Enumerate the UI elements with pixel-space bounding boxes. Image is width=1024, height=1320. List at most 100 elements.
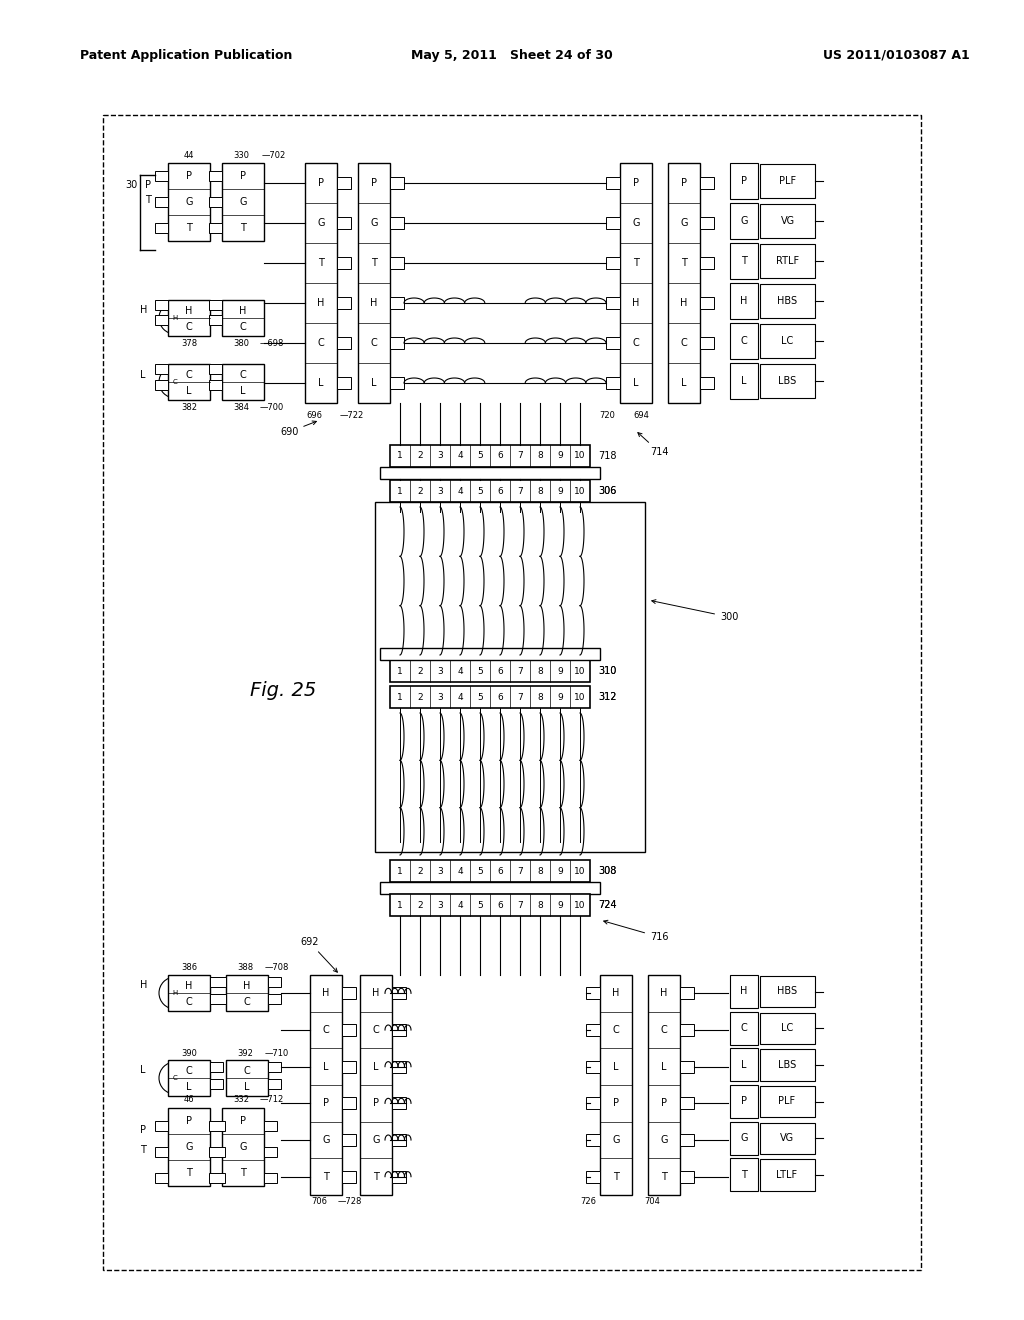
Bar [586,1061,600,1073]
Bar [760,1049,815,1081]
Text: 332: 332 [233,1096,249,1105]
Bar [680,987,694,999]
Text: L: L [186,1082,191,1092]
Bar [337,337,351,348]
Text: C: C [740,1023,748,1034]
Text: T: T [323,1172,329,1181]
Bar [760,975,815,1007]
Text: H: H [371,298,378,308]
Bar [268,1063,281,1072]
Bar [337,257,351,269]
Text: L: L [140,1065,145,1074]
Text: G: G [240,1142,247,1152]
Text: 9: 9 [557,487,563,495]
Text: 10: 10 [574,667,586,676]
Text: C: C [633,338,639,348]
Bar [380,882,600,894]
Bar [648,975,680,1195]
Text: G: G [680,218,688,228]
Text: H: H [172,315,177,321]
Bar [730,243,758,279]
Bar [390,660,590,682]
Bar [390,480,590,502]
Bar [390,177,404,189]
Bar [155,380,168,389]
Text: C: C [244,997,251,1007]
Bar [268,1078,281,1089]
Text: L: L [741,376,746,385]
Text: 10: 10 [574,487,586,495]
Text: 5: 5 [477,667,483,676]
Bar [680,1134,694,1146]
Text: C: C [244,1067,251,1076]
Bar [700,378,714,389]
Bar [209,197,222,207]
Text: L: L [140,370,145,380]
Bar [209,315,222,325]
Text: C: C [173,1074,177,1081]
Text: May 5, 2011   Sheet 24 of 30: May 5, 2011 Sheet 24 of 30 [411,49,613,62]
Text: L: L [318,378,324,388]
Text: 6: 6 [497,667,503,676]
Text: HBS: HBS [777,986,797,997]
Bar [103,115,921,1270]
Text: H: H [740,986,748,997]
Text: 2: 2 [417,667,423,676]
Text: G: G [371,218,378,228]
Bar [730,1011,758,1044]
Text: P: P [633,178,639,187]
Text: 310: 310 [598,667,616,676]
Bar [760,323,815,358]
Text: L: L [662,1061,667,1072]
Text: T: T [741,256,746,267]
Text: 382: 382 [181,404,197,412]
Text: 1: 1 [397,667,402,676]
Text: —702: —702 [262,150,287,160]
Bar [600,975,632,1195]
Text: 1: 1 [397,487,402,495]
Text: VG: VG [780,1133,794,1143]
Text: P: P [145,180,151,190]
Text: H: H [660,989,668,998]
Text: C: C [185,370,193,380]
Bar [168,300,210,337]
Text: P: P [373,1098,379,1109]
Bar [168,975,210,1011]
Text: G: G [317,218,325,228]
Bar [606,297,620,309]
Text: 380: 380 [233,338,249,347]
Text: 9: 9 [557,866,563,875]
Bar [380,648,600,660]
Bar [155,197,168,207]
Bar [760,1159,815,1191]
Text: 46: 46 [183,1096,195,1105]
Bar [730,323,758,359]
Text: 308: 308 [598,866,616,876]
Text: 1: 1 [397,900,402,909]
Bar [155,315,168,325]
Text: T: T [318,257,324,268]
Text: H: H [185,306,193,315]
Bar [168,1060,210,1096]
Text: —722: —722 [340,411,365,420]
Text: P: P [371,178,377,187]
Text: H: H [680,298,688,308]
Text: 1: 1 [397,451,402,461]
Bar [210,977,223,987]
Text: C: C [185,322,193,333]
Bar [209,364,222,374]
Text: H: H [632,298,640,308]
Text: LBS: LBS [778,376,797,385]
Bar [668,162,700,403]
Text: 5: 5 [477,451,483,461]
Bar [680,1171,694,1183]
Text: LTLF: LTLF [776,1170,798,1180]
Bar [586,1171,600,1183]
Text: 330: 330 [233,150,249,160]
Text: T: T [662,1172,667,1181]
Bar [268,977,281,987]
Text: T: T [240,223,246,234]
Text: C: C [317,338,325,348]
Text: 6: 6 [497,487,503,495]
Text: T: T [186,1168,191,1177]
